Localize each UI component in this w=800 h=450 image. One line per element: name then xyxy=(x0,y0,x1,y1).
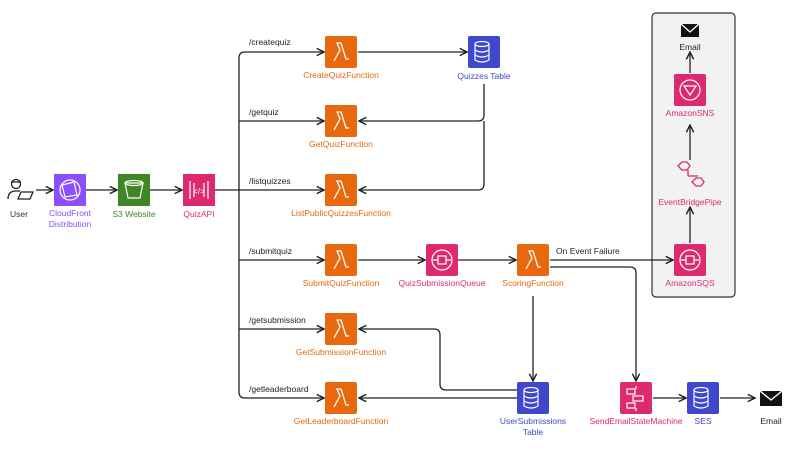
scoring-lambda-label: ScoringFunction xyxy=(502,278,564,288)
email-top-node: Email xyxy=(679,23,701,52)
s3-node[interactable]: S3 Website xyxy=(112,174,156,219)
api-route-bus xyxy=(238,52,324,398)
notification-group xyxy=(651,12,736,298)
sns-node[interactable]: AmazonSNS xyxy=(666,74,715,118)
cloudfront-label: CloudFront xyxy=(49,208,92,218)
pipe-label: EventBridgePipe xyxy=(658,197,722,207)
quizzes-table-node[interactable]: Quizzes Table xyxy=(457,36,511,81)
get-lambda-label: GetQuizFunction xyxy=(309,139,373,149)
submit-lambda-label: SubmitQuizFunction xyxy=(303,278,380,288)
quizzes-table-label: Quizzes Table xyxy=(457,71,511,81)
api-node[interactable]: </> QuizAPI xyxy=(183,174,215,219)
getsub-lambda-node[interactable]: GetSubmissionFunction xyxy=(296,313,387,357)
email-bottom-node: Email xyxy=(759,390,783,426)
usersubmissions-table-node[interactable]: UserSubmissions Table xyxy=(500,382,566,437)
list-lambda-node[interactable]: ListPublicQuizzesFunction xyxy=(291,174,391,218)
create-lambda-label: CreateQuizFunction xyxy=(303,70,379,80)
leader-lambda-label: GetLeaderboardFunction xyxy=(294,416,389,426)
queue-label: QuizSubmissionQueue xyxy=(399,278,486,288)
email-bottom-label: Email xyxy=(760,416,781,426)
api-label: QuizAPI xyxy=(183,209,214,219)
sns-icon xyxy=(674,74,706,106)
sns-label: AmazonSNS xyxy=(666,108,715,118)
eventbridge-pipe-icon xyxy=(677,161,705,187)
get-lambda-node[interactable]: GetQuizFunction xyxy=(309,105,373,149)
cloudfront-icon xyxy=(54,174,86,206)
edge-label-failure: On Event Failure xyxy=(556,246,620,256)
queue-node[interactable]: QuizSubmissionQueue xyxy=(399,244,486,288)
ses-label: SES xyxy=(694,416,711,426)
route-getleaderboard: /getleaderboard xyxy=(249,384,309,394)
lambda-icon xyxy=(325,244,357,276)
svg-text:</>: </> xyxy=(193,186,205,196)
sqs-label: AmazonSQS xyxy=(665,278,714,288)
edges xyxy=(36,52,755,398)
envelope-icon xyxy=(680,23,700,37)
lambda-icon xyxy=(517,244,549,276)
list-lambda-label: ListPublicQuizzesFunction xyxy=(291,208,391,218)
lambda-icon xyxy=(325,36,357,68)
route-listquizzes: /listquizzes xyxy=(249,176,291,186)
s3-bucket-icon xyxy=(118,174,150,206)
route-labels: /createquiz /getquiz /listquizzes /submi… xyxy=(249,37,620,394)
route-submitquiz: /submitquiz xyxy=(249,246,292,256)
pipe-node[interactable]: EventBridgePipe xyxy=(658,161,722,207)
submit-lambda-node[interactable]: SubmitQuizFunction xyxy=(303,244,380,288)
usersubmissions-label: UserSubmissions xyxy=(500,416,566,426)
envelope-icon xyxy=(759,390,783,406)
leader-lambda-node[interactable]: GetLeaderboardFunction xyxy=(294,382,389,426)
edge-quizzes-get xyxy=(359,84,485,121)
getsub-lambda-label: GetSubmissionFunction xyxy=(296,347,387,357)
create-lambda-node[interactable]: CreateQuizFunction xyxy=(303,36,379,80)
lambda-icon xyxy=(325,313,357,345)
ses-node[interactable]: SES xyxy=(687,382,719,426)
lambda-icon xyxy=(325,174,357,206)
stepfunctions-node[interactable]: SendEmailStateMachine xyxy=(589,382,683,426)
s3-label: S3 Website xyxy=(112,209,156,219)
api-gateway-icon xyxy=(183,174,215,206)
route-getquiz: /getquiz xyxy=(249,107,279,117)
user-node: User xyxy=(7,178,34,219)
route-getsubmission: /getsubmission xyxy=(249,315,306,325)
lambda-icon xyxy=(325,105,357,137)
usersubmissions-label-2: Table xyxy=(523,427,544,437)
cloudfront-node[interactable]: CloudFront Distribution xyxy=(49,174,92,229)
stepfunctions-label: SendEmailStateMachine xyxy=(589,416,682,426)
edge-scoring-sfn xyxy=(550,266,636,381)
route-createquiz: /createquiz xyxy=(249,37,291,47)
cloudfront-label-2: Distribution xyxy=(49,219,92,229)
user-label: User xyxy=(10,209,28,219)
sqs-icon xyxy=(426,244,458,276)
sqs-node[interactable]: AmazonSQS xyxy=(665,244,715,288)
user-laptop-icon xyxy=(7,178,34,200)
edge-usersub-getsub xyxy=(359,329,517,391)
scoring-lambda-node[interactable]: ScoringFunction xyxy=(502,244,564,288)
sqs-icon xyxy=(674,244,706,276)
email-top-label: Email xyxy=(679,42,700,52)
edge-quizzes-list xyxy=(359,121,485,190)
lambda-icon xyxy=(325,382,357,414)
step-functions-icon xyxy=(620,382,652,414)
